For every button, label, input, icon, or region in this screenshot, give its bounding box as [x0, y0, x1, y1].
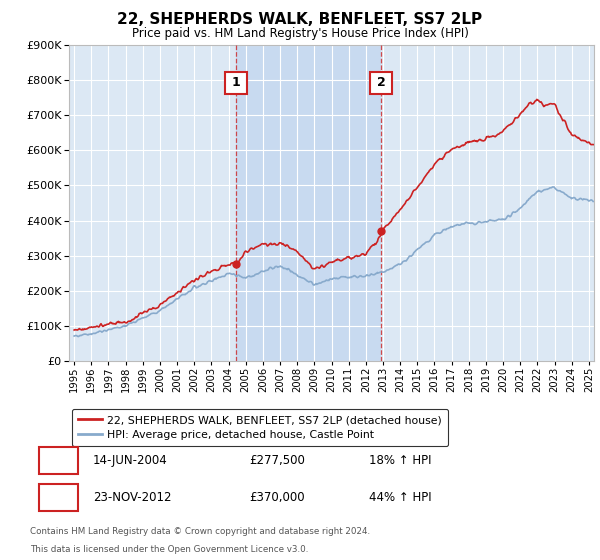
Text: Price paid vs. HM Land Registry's House Price Index (HPI): Price paid vs. HM Land Registry's House … — [131, 27, 469, 40]
Text: 14-JUN-2004: 14-JUN-2004 — [93, 454, 168, 467]
Text: 1: 1 — [232, 76, 241, 89]
Text: 2: 2 — [377, 76, 386, 89]
Legend: 22, SHEPHERDS WALK, BENFLEET, SS7 2LP (detached house), HPI: Average price, deta: 22, SHEPHERDS WALK, BENFLEET, SS7 2LP (d… — [72, 409, 448, 446]
Text: 23-NOV-2012: 23-NOV-2012 — [93, 491, 172, 504]
Bar — [236, 45, 381, 361]
Text: 1: 1 — [53, 454, 64, 467]
Text: 22, SHEPHERDS WALK, BENFLEET, SS7 2LP: 22, SHEPHERDS WALK, BENFLEET, SS7 2LP — [118, 12, 482, 27]
Text: 44% ↑ HPI: 44% ↑ HPI — [369, 491, 431, 504]
Text: £370,000: £370,000 — [249, 491, 305, 504]
Text: 18% ↑ HPI: 18% ↑ HPI — [369, 454, 431, 467]
Text: Contains HM Land Registry data © Crown copyright and database right 2024.: Contains HM Land Registry data © Crown c… — [30, 528, 370, 536]
Text: 2: 2 — [53, 491, 64, 504]
Text: This data is licensed under the Open Government Licence v3.0.: This data is licensed under the Open Gov… — [30, 545, 308, 554]
Text: £277,500: £277,500 — [249, 454, 305, 467]
